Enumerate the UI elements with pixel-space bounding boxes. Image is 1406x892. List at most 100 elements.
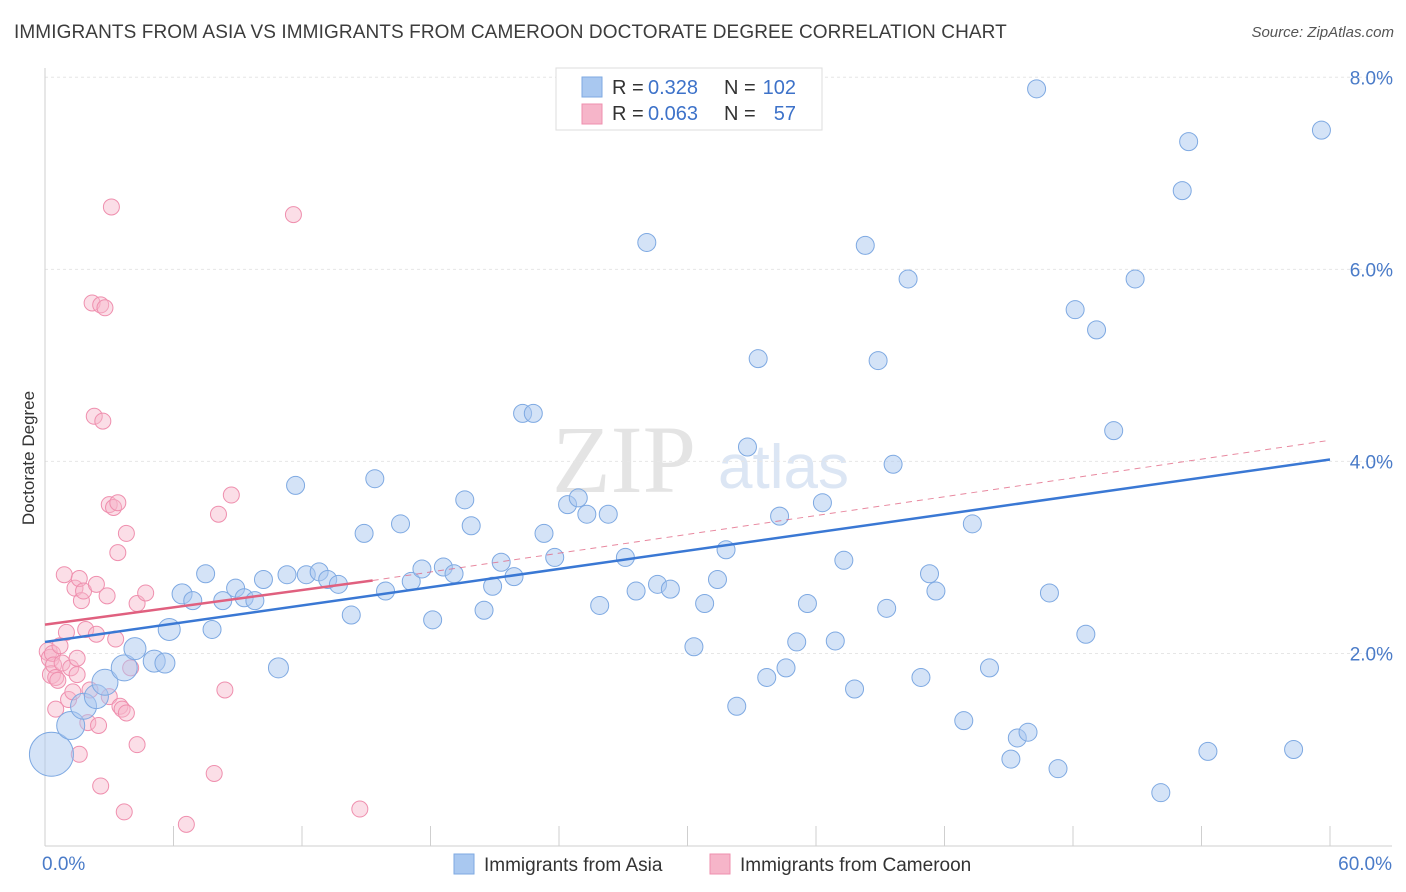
asia-point-67 [797,594,817,614]
asia-point-6 [123,637,147,661]
series-legend: Immigrants from Asia Immigrants from Cam… [453,853,971,876]
asia-point-36 [455,490,475,510]
asia-point-76 [898,269,918,289]
cameroon-point-51 [177,815,195,833]
cameroon-point-27 [87,575,105,593]
asia-point-71 [845,679,865,699]
asia-point-27 [354,523,374,543]
source-credit: Source: ZipAtlas.com [1251,24,1394,41]
asia-point-11 [183,591,203,611]
asia-point-79 [926,581,946,601]
asia-point-97 [1198,741,1218,761]
asia-point-92 [1104,421,1124,441]
asia-point-5 [110,654,138,682]
y-tick-labels: 2.0% 4.0% 6.0% 8.0% [1350,68,1393,665]
asia-point-49 [590,595,610,615]
cameroon-point-44 [115,803,133,821]
cameroon-point-32 [94,412,112,430]
asia-point-93 [1125,269,1145,289]
watermark-atlas: atlas [718,433,849,502]
bottom-legend-swatch-cameroon [709,853,731,875]
asia-point-83 [1001,749,1021,769]
cameroon-point-42 [111,697,129,715]
cameroon-point-56 [284,206,302,224]
asia-point-40 [491,552,511,572]
asia-point-70 [834,550,854,570]
chart-title: IMMIGRANTS FROM ASIA VS IMMIGRANTS FROM … [14,22,1007,43]
asia-point-50 [598,504,618,524]
asia-point-72 [855,235,875,255]
asia-point-30 [391,514,411,534]
asia-points [28,79,1331,803]
y-tick-label-2: 6.0% [1350,260,1393,281]
axes [44,68,1392,847]
asia-point-20 [277,565,297,585]
asia-point-87 [1039,583,1059,603]
asia-point-44 [534,523,554,543]
legend-n-value-asia: 102 [763,77,796,99]
asia-point-99 [1311,120,1331,140]
legend-r-value-cameroon: 0.063 [648,103,698,125]
asia-point-64 [770,506,790,526]
y-tick-label-0: 2.0% [1350,644,1393,665]
asia-point-98 [1284,739,1304,759]
cameroon-point-16 [68,649,86,667]
asia-point-32 [412,559,432,579]
asia-point-95 [1172,181,1192,201]
asia-point-55 [660,579,680,599]
asia-point-94 [1151,783,1171,803]
asia-point-61 [737,437,757,457]
legend-r-value-asia: 0.328 [648,77,698,99]
asia-point-60 [727,696,747,716]
asia-point-57 [695,594,715,614]
cameroon-point-37 [102,198,120,216]
asia-point-85 [1018,722,1038,742]
y-tick-label-1: 4.0% [1350,452,1393,473]
grid-lines [45,76,1392,654]
asia-point-69 [825,631,845,651]
cameroon-point-46 [117,524,135,542]
legend-n-label-asia: N = [724,77,756,99]
cameroon-point-17 [68,666,86,684]
cameroon-point-13 [62,659,80,677]
asia-point-18 [253,570,273,590]
asia-point-68 [812,493,832,513]
cameroon-point-22 [77,620,95,638]
cameroon-point-11 [57,623,75,641]
asia-point-8 [154,652,176,674]
asia-trend-line [44,458,1331,644]
asia-point-90 [1076,624,1096,644]
legend-r-label-asia: R = [612,77,644,99]
asia-point-82 [979,658,999,678]
asia-point-1 [56,710,86,740]
correlation-legend: R = 0.328 N = 102 R = 0.063 N = 57 [555,67,823,131]
asia-point-56 [684,637,704,657]
asia-point-47 [568,488,588,508]
asia-point-73 [868,351,888,371]
asia-point-77 [911,667,931,687]
cameroon-points [38,198,369,833]
cameroon-point-55 [222,486,240,504]
cameroon-point-54 [216,681,234,699]
asia-point-4 [91,668,119,696]
bottom-legend-label-asia: Immigrants from Asia [484,855,663,876]
asia-point-86 [1027,79,1047,99]
cameroon-point-52 [205,764,223,782]
cameroon-point-26 [85,407,103,425]
cameroon-point-4 [45,656,63,674]
y-tick-label-3: 8.0% [1350,68,1393,89]
asia-point-38 [474,600,494,620]
asia-point-65 [776,658,796,678]
asia-point-37 [461,516,481,536]
asia-point-33 [423,610,443,630]
asia-point-9 [157,617,181,641]
asia-point-13 [202,619,222,639]
trend-lines [44,439,1331,644]
asia-point-43 [523,403,543,423]
asia-point-91 [1087,320,1107,340]
asia-point-48 [577,504,597,524]
asia-point-62 [748,349,768,369]
cameroon-point-31 [92,777,110,795]
x-tick-label-min: 0.0% [42,854,85,875]
